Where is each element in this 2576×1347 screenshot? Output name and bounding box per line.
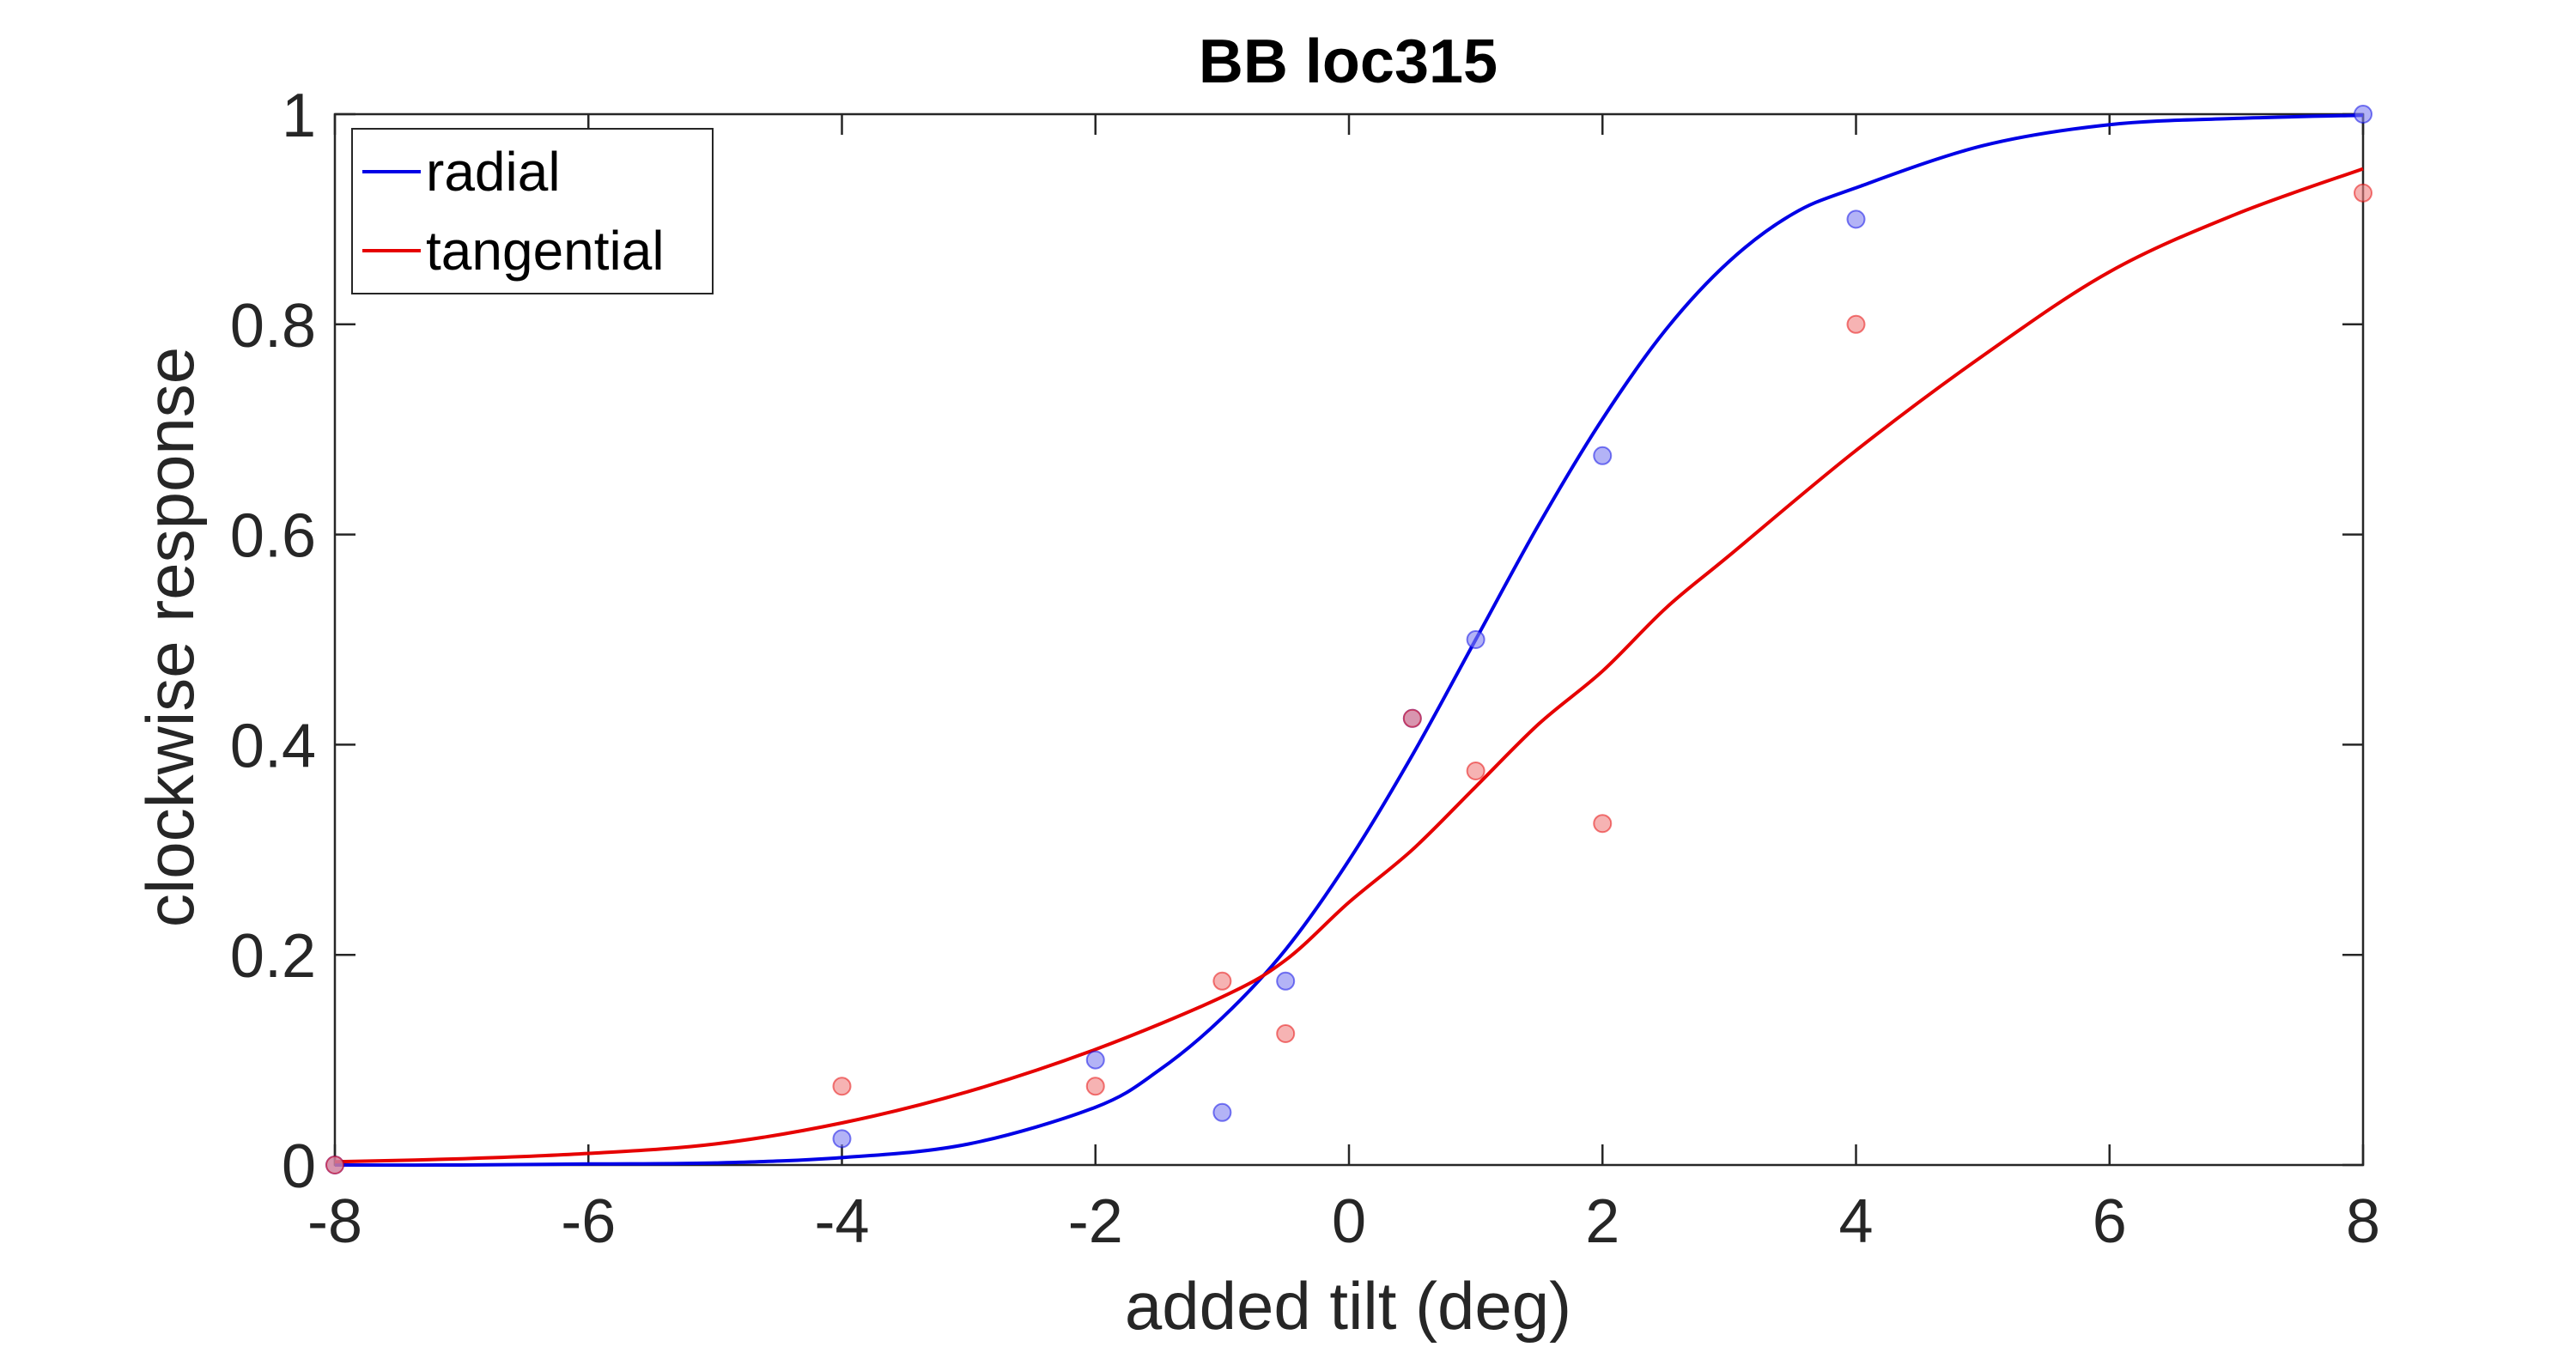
x-tick-label: 0 (1332, 1187, 1366, 1256)
data-point-radial (1846, 209, 1866, 229)
data-point-radial (1276, 971, 1296, 991)
data-point-tangential (1846, 314, 1866, 334)
y-axis-label: clockwise response (132, 347, 208, 927)
x-tick-label: 8 (2346, 1187, 2380, 1256)
data-point-tangential (325, 1156, 344, 1174)
data-point-radial (1085, 1050, 1105, 1070)
data-point-radial (832, 1129, 852, 1149)
legend-box (351, 128, 714, 294)
data-point-tangential (832, 1077, 852, 1096)
data-point-radial (1593, 446, 1613, 465)
y-tick-label: 0.2 (230, 922, 316, 991)
data-point-tangential (1593, 814, 1613, 834)
data-point-tangential (1276, 1024, 1296, 1043)
x-tick-label: -4 (814, 1187, 869, 1256)
y-tick-label: 0.4 (230, 712, 316, 780)
data-point-tangential (1085, 1077, 1105, 1096)
legend-label-radial: radial (426, 141, 561, 203)
x-tick-label: -6 (561, 1187, 616, 1256)
x-tick-label: 2 (1585, 1187, 1619, 1256)
axis-ticks: -8 -6 -4 -2 0 2 4 6 8 0 0.2 0.4 0.6 0.8 1 (230, 82, 2380, 1256)
x-tick-label: -2 (1068, 1187, 1123, 1256)
y-tick-label: 1 (282, 82, 316, 150)
data-point-radial (1466, 630, 1485, 649)
legend: radial tangential (351, 128, 714, 294)
series-points (325, 105, 2372, 1174)
data-point-radial (1212, 1102, 1232, 1122)
y-tick-label: 0.8 (230, 292, 316, 361)
x-tick-label: 4 (1838, 1187, 1873, 1256)
series-lines (334, 113, 2364, 1168)
y-tick-label: 0 (282, 1132, 316, 1201)
data-point-tangential (1402, 708, 1422, 728)
series-line-tangential (334, 167, 2364, 1164)
data-point-tangential (2354, 183, 2372, 203)
x-tick-label: -8 (307, 1187, 362, 1256)
x-tick-label: 6 (2093, 1187, 2127, 1256)
legend-label-tangential: tangential (426, 220, 665, 282)
chart-title: BB loc315 (1199, 27, 1498, 96)
data-point-tangential (1466, 761, 1485, 780)
data-point-radial (2354, 105, 2372, 124)
data-point-tangential (1212, 971, 1232, 991)
series-line-radial (334, 113, 2364, 1168)
x-axis-label: added tilt (deg) (1125, 1268, 1571, 1344)
y-tick-label: 0.6 (230, 502, 316, 571)
